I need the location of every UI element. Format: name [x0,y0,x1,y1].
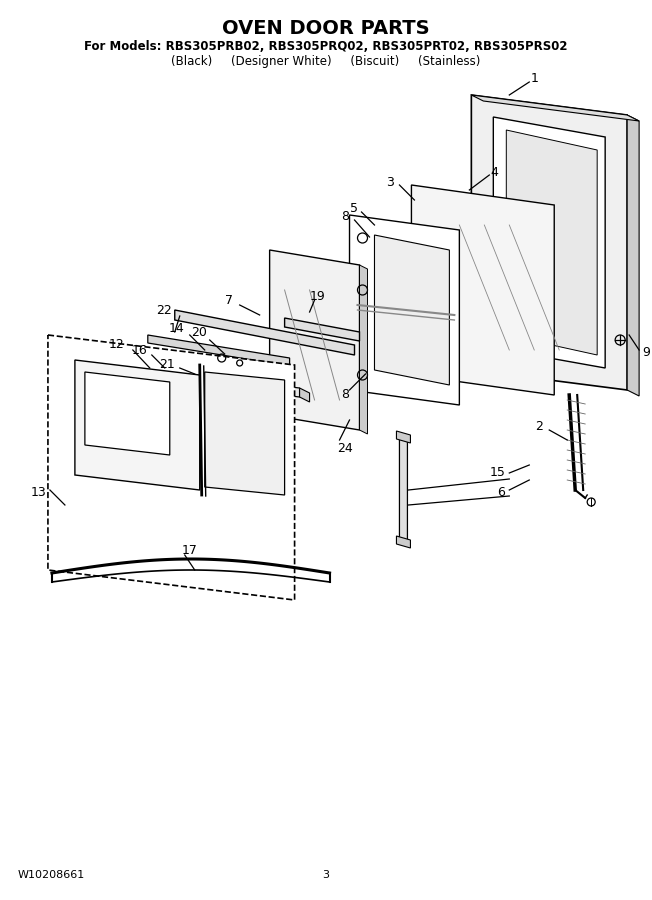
Text: 7: 7 [225,293,233,307]
Text: (Black)     (Designer White)     (Biscuit)     (Stainless): (Black) (Designer White) (Biscuit) (Stai… [171,55,481,68]
Text: 2: 2 [535,420,543,434]
Polygon shape [75,360,200,490]
Text: 22: 22 [156,303,171,317]
Text: 3: 3 [385,176,393,188]
Text: 16: 16 [132,344,148,356]
Text: 6: 6 [497,487,505,500]
Text: 20: 20 [191,327,207,339]
Text: 8: 8 [342,388,349,400]
Polygon shape [285,318,359,341]
Polygon shape [270,250,359,430]
Polygon shape [507,130,597,355]
Polygon shape [400,435,408,543]
Text: 14: 14 [169,321,185,335]
Polygon shape [396,536,410,548]
Polygon shape [205,372,285,495]
Text: 13: 13 [30,487,46,500]
Polygon shape [627,115,639,396]
Text: 8: 8 [342,210,349,222]
Polygon shape [411,185,554,395]
Polygon shape [145,370,299,397]
Text: 24: 24 [336,442,352,454]
Text: OVEN DOOR PARTS: OVEN DOOR PARTS [222,19,430,38]
Text: 12: 12 [109,338,125,352]
Text: 15: 15 [490,466,505,480]
Text: 3: 3 [322,870,329,880]
Polygon shape [175,310,355,355]
Text: 21: 21 [159,357,175,371]
Text: 9: 9 [642,346,650,358]
Polygon shape [48,335,295,600]
Text: W10208661: W10208661 [18,870,85,880]
Text: 5: 5 [349,202,357,214]
Polygon shape [494,117,605,368]
Text: 19: 19 [310,291,325,303]
Polygon shape [359,265,368,434]
Polygon shape [148,335,289,366]
Polygon shape [471,95,627,390]
Polygon shape [396,431,410,443]
Text: 1: 1 [530,73,538,86]
Text: 4: 4 [490,166,498,178]
Text: For Models: RBS305PRB02, RBS305PRQ02, RBS305PRT02, RBS305PRS02: For Models: RBS305PRB02, RBS305PRQ02, RB… [84,40,567,53]
Polygon shape [299,388,310,402]
Polygon shape [349,215,460,405]
Text: 17: 17 [182,544,198,557]
Polygon shape [85,372,170,455]
Polygon shape [471,95,639,121]
Polygon shape [374,235,449,385]
